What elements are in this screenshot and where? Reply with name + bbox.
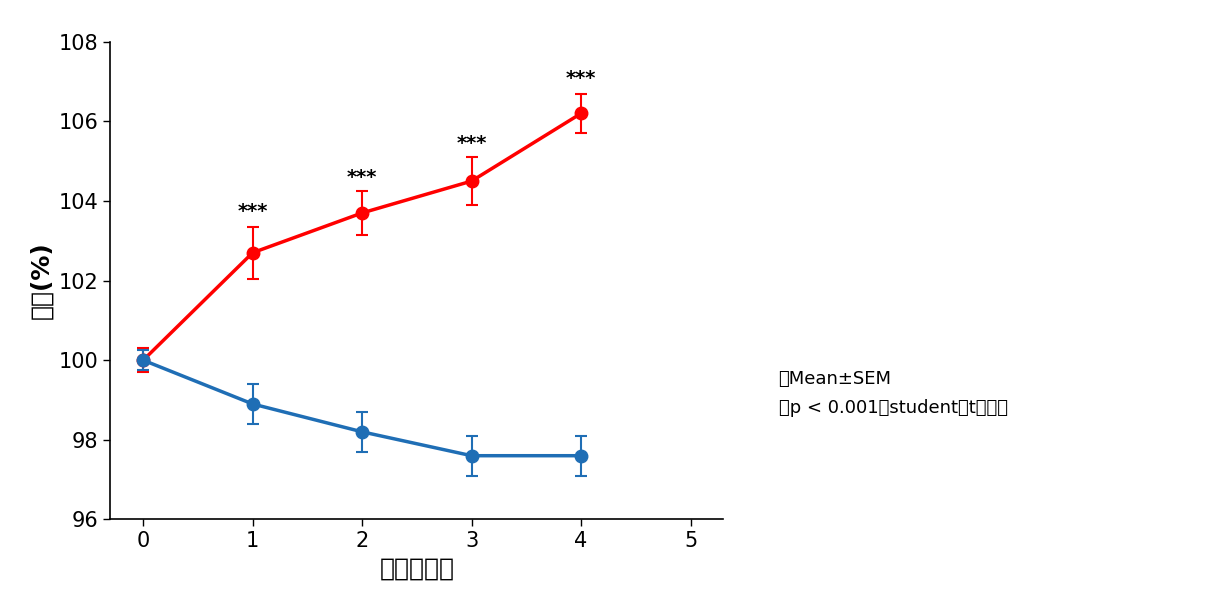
Text: ***: *** bbox=[347, 168, 378, 187]
Text: ・Mean±SEM
・p < 0.001（studentのt検定）: ・Mean±SEM ・p < 0.001（studentのt検定） bbox=[779, 370, 1008, 417]
Text: ***: *** bbox=[238, 202, 267, 221]
Text: ***: *** bbox=[456, 134, 487, 153]
Y-axis label: 体重(%): 体重(%) bbox=[29, 242, 53, 319]
X-axis label: 感染後日数: 感染後日数 bbox=[379, 557, 455, 581]
Text: ***: *** bbox=[566, 69, 596, 88]
